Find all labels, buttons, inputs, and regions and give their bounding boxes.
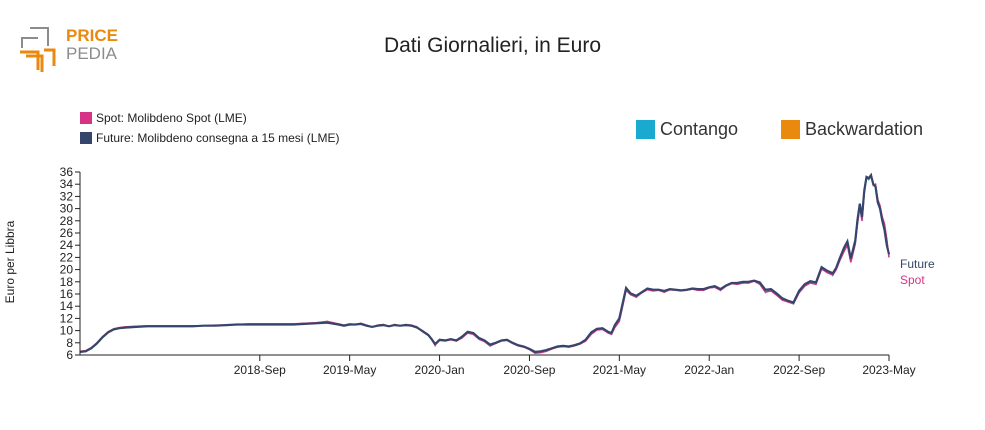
x-tick-label: 2021-May [593,363,646,377]
y-tick-label: 22 [60,250,74,264]
series-lines [79,172,891,354]
legend-item-backwardation: Backwardation [781,119,923,140]
y-tick-label: 12 [60,311,74,325]
y-tick-label: 18 [60,275,74,289]
y-tick-label: 16 [60,287,74,301]
legend-future-label: Future: Molibdeno consegna a 15 mesi (LM… [96,131,340,145]
legend-contango-label: Contango [660,119,739,139]
legend-backwardation-label: Backwardation [805,119,924,139]
spot-swatch [80,112,92,124]
y-tick-label: 20 [60,263,74,277]
legend-item-spot: Spot: Molibdeno Spot (LME) [80,111,247,125]
x-tick-label: 2020-Jan [415,363,465,377]
future-swatch [80,132,92,144]
y-tick-label: 32 [60,189,74,203]
logo-text-pedia: PEDIA [66,44,118,63]
y-tick-label: 10 [60,324,74,338]
y-tick-label: 8 [66,336,73,350]
y-tick-label: 24 [60,238,74,252]
y-tick-label: 36 [60,165,74,179]
backwardation-swatch [781,120,800,139]
pricepedia-logo-mark: PRICE PEDIA [20,26,118,72]
chart-title: Dati Giornalieri, in Euro [383,34,602,57]
x-tick-label: 2019-May [323,363,376,377]
future-line [79,172,891,354]
x-tick-label: 2022-Jan [684,363,734,377]
y-tick-label: 6 [66,348,73,362]
x-tick-label: 2023-May [862,363,915,377]
x-tick-label: 2018-Sep [234,363,286,377]
end-label-future: Future [900,257,935,271]
y-tick-label: 28 [60,214,74,228]
x-tick-label: 2020-Sep [503,363,555,377]
y-tick-label: 26 [60,226,74,240]
x-tick-label: 2022-Sep [773,363,825,377]
end-label-spot: Spot [900,273,925,287]
legend-item-future: Future: Molibdeno consegna a 15 mesi (LM… [80,131,339,145]
contango-swatch [636,120,655,139]
logo-text-price: PRICE [66,26,118,45]
legend-item-contango: Contango [636,119,738,140]
legend-spot-label: Spot: Molibdeno Spot (LME) [96,111,247,125]
pricepedia-logo: PRICE PEDIA [18,22,128,74]
y-tick-label: 34 [60,177,74,191]
y-tick-label: 14 [60,299,74,313]
y-tick-label: 30 [60,202,74,216]
